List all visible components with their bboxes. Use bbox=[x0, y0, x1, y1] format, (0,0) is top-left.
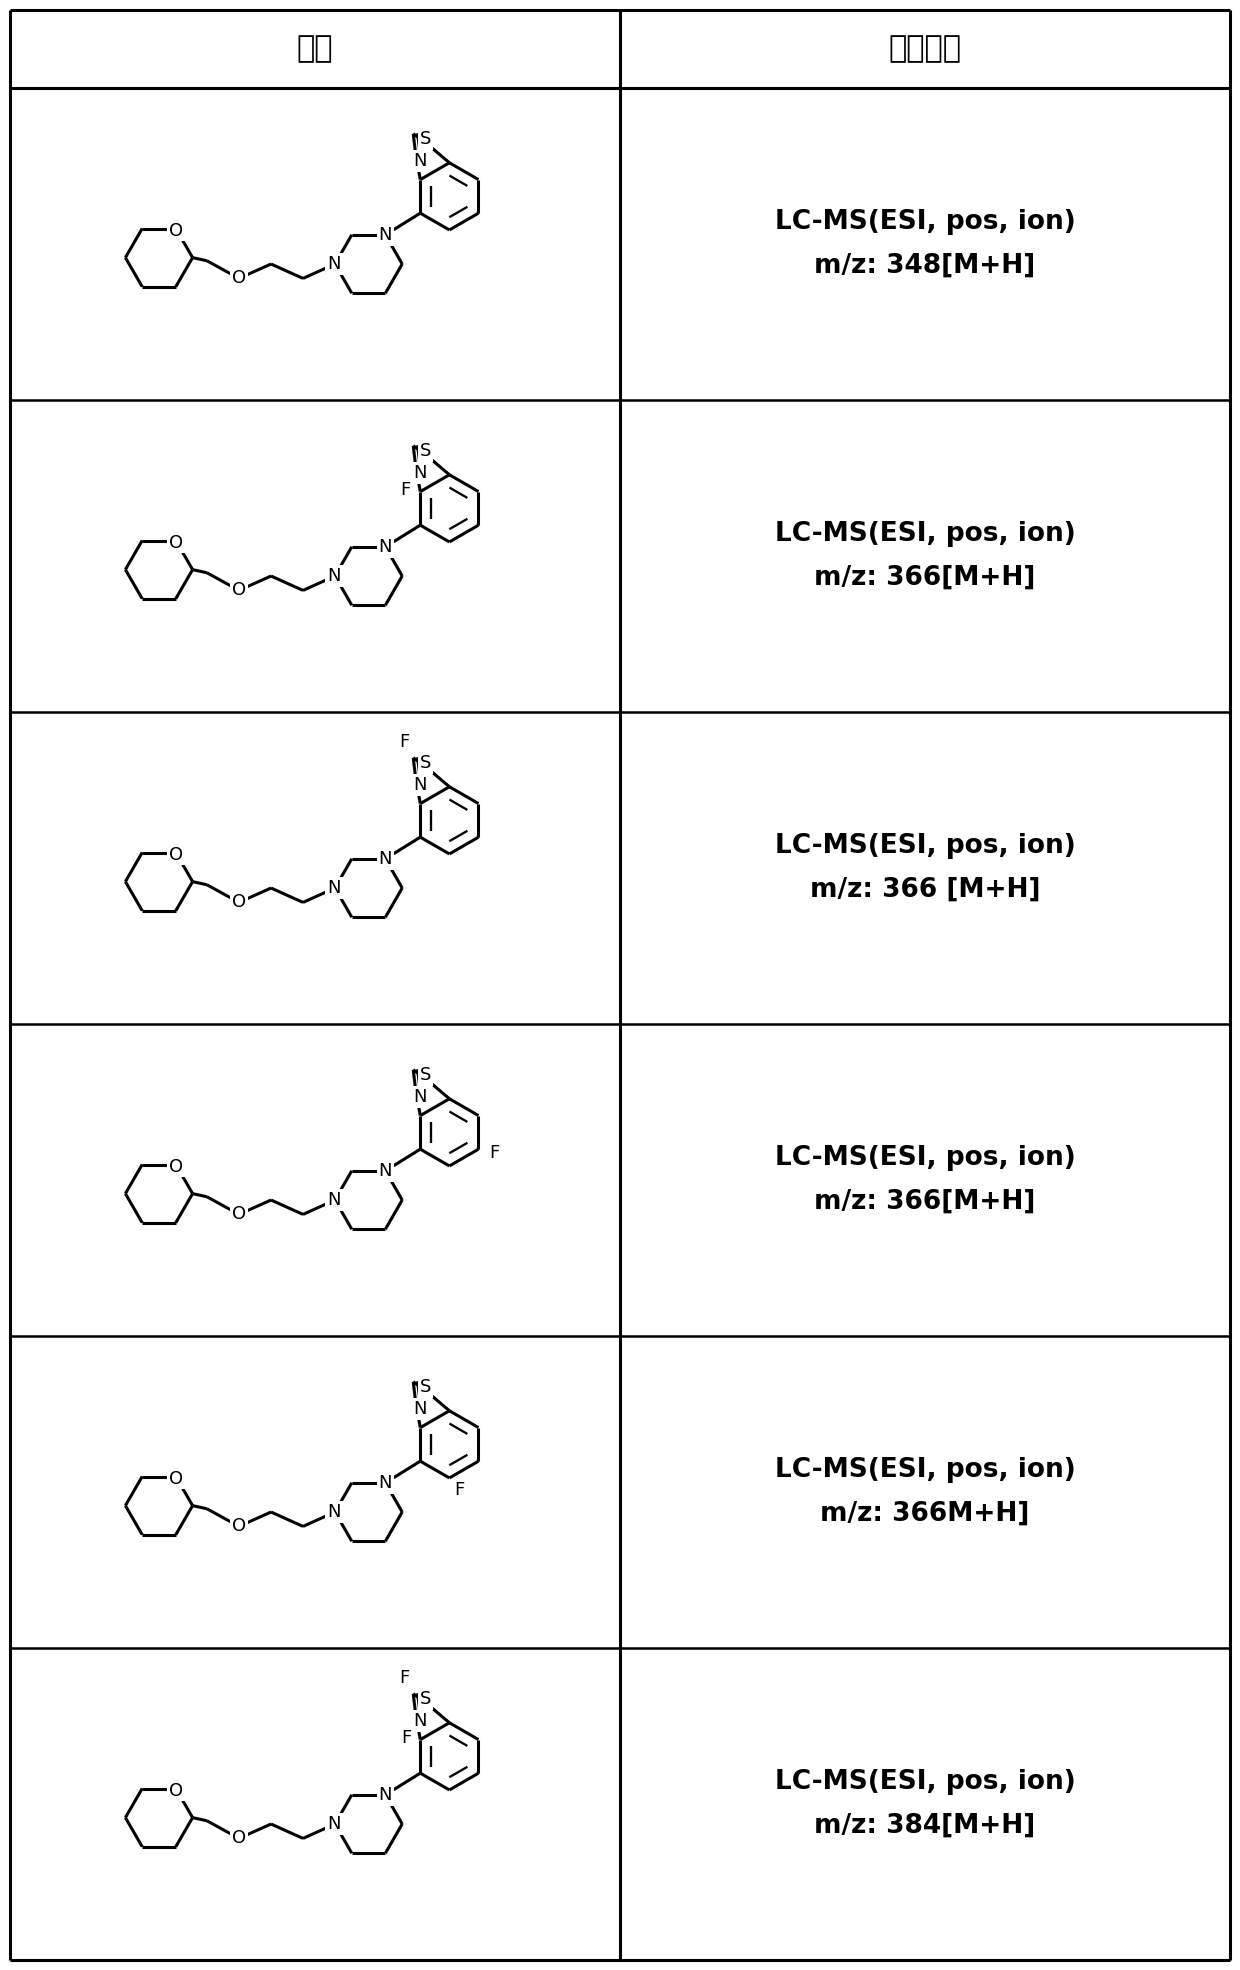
Text: N: N bbox=[327, 1503, 341, 1521]
Text: N: N bbox=[378, 1474, 392, 1491]
Text: m/z: 384[M+H]: m/z: 384[M+H] bbox=[815, 1812, 1035, 1840]
Text: O: O bbox=[232, 270, 246, 288]
Text: O: O bbox=[232, 581, 246, 599]
Text: N: N bbox=[327, 1192, 341, 1210]
Text: F: F bbox=[402, 1728, 412, 1747]
Text: N: N bbox=[327, 879, 341, 896]
Text: S: S bbox=[420, 1690, 432, 1708]
Text: S: S bbox=[420, 1066, 432, 1084]
Text: N: N bbox=[413, 776, 427, 794]
Text: N: N bbox=[378, 849, 392, 867]
Text: O: O bbox=[169, 534, 182, 552]
Text: O: O bbox=[232, 1517, 246, 1535]
Text: O: O bbox=[232, 1206, 246, 1223]
Text: F: F bbox=[490, 1145, 500, 1162]
Text: O: O bbox=[232, 894, 246, 912]
Text: S: S bbox=[420, 441, 432, 461]
Text: O: O bbox=[169, 1470, 182, 1487]
Text: N: N bbox=[378, 538, 392, 556]
Text: LC-MS(ESI, pos, ion): LC-MS(ESI, pos, ion) bbox=[775, 1458, 1075, 1483]
Text: 结构: 结构 bbox=[296, 35, 334, 63]
Text: S: S bbox=[420, 755, 432, 772]
Text: LC-MS(ESI, pos, ion): LC-MS(ESI, pos, ion) bbox=[775, 1145, 1075, 1170]
Text: N: N bbox=[413, 152, 427, 169]
Text: LC-MS(ESI, pos, ion): LC-MS(ESI, pos, ion) bbox=[775, 209, 1075, 234]
Text: S: S bbox=[420, 130, 432, 148]
Text: N: N bbox=[327, 567, 341, 585]
Text: LC-MS(ESI, pos, ion): LC-MS(ESI, pos, ion) bbox=[775, 520, 1075, 548]
Text: m/z: 366 [M+H]: m/z: 366 [M+H] bbox=[810, 877, 1040, 902]
Text: LC-MS(ESI, pos, ion): LC-MS(ESI, pos, ion) bbox=[775, 1769, 1075, 1795]
Text: N: N bbox=[413, 1712, 427, 1730]
Text: m/z: 366[M+H]: m/z: 366[M+H] bbox=[815, 565, 1035, 591]
Text: F: F bbox=[401, 481, 410, 498]
Text: N: N bbox=[327, 1814, 341, 1832]
Text: N: N bbox=[327, 254, 341, 274]
Text: m/z: 366[M+H]: m/z: 366[M+H] bbox=[815, 1190, 1035, 1215]
Text: F: F bbox=[454, 1481, 465, 1499]
Text: m/z: 366M+H]: m/z: 366M+H] bbox=[821, 1501, 1029, 1527]
Text: F: F bbox=[399, 1669, 409, 1686]
Text: N: N bbox=[413, 1401, 427, 1418]
Text: F: F bbox=[399, 733, 409, 751]
Text: S: S bbox=[420, 1379, 432, 1397]
Text: N: N bbox=[413, 465, 427, 483]
Text: 结构数据: 结构数据 bbox=[889, 35, 961, 63]
Text: O: O bbox=[169, 845, 182, 863]
Text: N: N bbox=[378, 1162, 392, 1180]
Text: N: N bbox=[413, 1087, 427, 1105]
Text: m/z: 348[M+H]: m/z: 348[M+H] bbox=[815, 252, 1035, 280]
Text: O: O bbox=[169, 221, 182, 240]
Text: LC-MS(ESI, pos, ion): LC-MS(ESI, pos, ion) bbox=[775, 833, 1075, 859]
Text: O: O bbox=[169, 1158, 182, 1176]
Text: N: N bbox=[378, 227, 392, 244]
Text: O: O bbox=[232, 1830, 246, 1848]
Text: O: O bbox=[169, 1781, 182, 1799]
Text: N: N bbox=[378, 1785, 392, 1805]
